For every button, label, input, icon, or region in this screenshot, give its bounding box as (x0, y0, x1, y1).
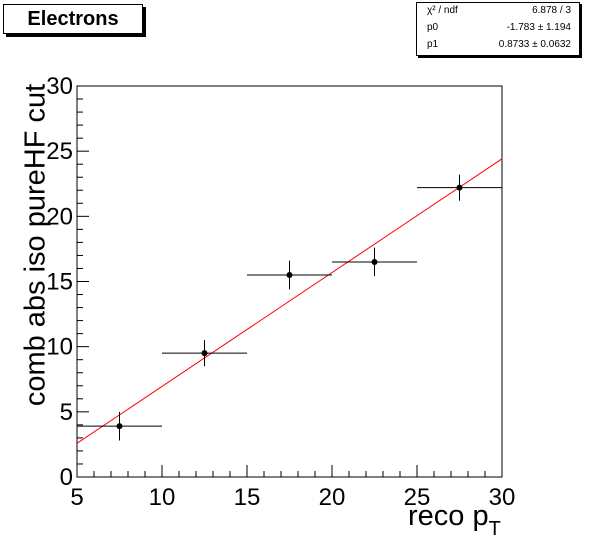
stats-key: p0 (427, 22, 439, 33)
stats-value: -1.783 ± 1.194 (506, 22, 571, 33)
stats-key: χ² / ndf (427, 5, 458, 16)
stats-value: 6.878 / 3 (532, 5, 571, 16)
y-axis-title: comb abs iso pureHF cut (19, 83, 52, 407)
y-tick-label: 20 (46, 203, 73, 230)
fit-layer (76, 158, 503, 444)
point-marker (286, 271, 293, 278)
stats-row-p1: p1 0.8733 ± 0.0632 (417, 37, 579, 53)
title-box: Electrons (3, 4, 143, 34)
point-marker (371, 258, 378, 265)
data-point (162, 340, 247, 367)
stats-row-chi2: χ² / ndf 6.878 / 3 (417, 3, 579, 19)
x-axis-title-main: reco p (408, 500, 489, 532)
x-tick-label: 5 (70, 484, 83, 511)
stats-row-p0: p0 -1.783 ± 1.194 (417, 20, 579, 36)
x-tick-label: 15 (234, 484, 261, 511)
y-tick-label: 25 (46, 138, 73, 165)
data-points (77, 174, 502, 441)
y-tick-label: 10 (46, 334, 73, 361)
y-tick-label: 15 (46, 269, 73, 296)
x-tick-label: 10 (149, 484, 176, 511)
fit-stats-box: χ² / ndf 6.878 / 3 p0 -1.783 ± 1.194 p1 … (416, 2, 580, 56)
point-marker (201, 350, 208, 357)
data-point (417, 174, 502, 201)
fit-line (76, 158, 503, 444)
y-tick-label: 0 (60, 464, 73, 491)
x-axis-title: reco pT (408, 500, 501, 541)
data-point (332, 247, 417, 277)
x-tick-label: 25 (404, 484, 431, 511)
stats-value: 0.8733 ± 0.0632 (498, 39, 571, 50)
stats-key: p1 (427, 39, 439, 50)
x-axis-title-subscript: T (488, 518, 501, 540)
point-marker (116, 423, 123, 430)
x-tick-label: 30 (489, 484, 516, 511)
data-point (77, 411, 162, 441)
point-marker (456, 184, 463, 191)
y-tick-label: 5 (60, 399, 73, 426)
x-tick-label: 20 (319, 484, 346, 511)
data-point (247, 260, 332, 290)
y-tick-label: 30 (46, 73, 73, 100)
chart-title: Electrons (27, 8, 119, 30)
